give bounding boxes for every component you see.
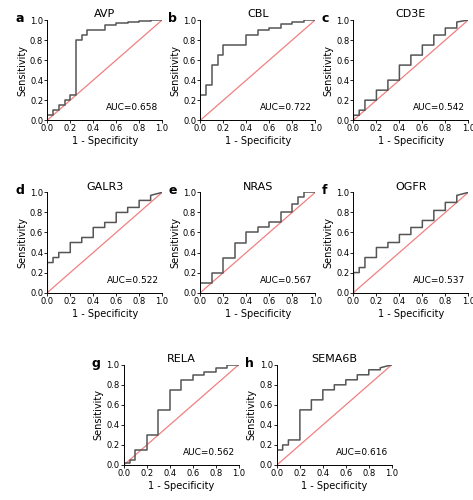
Text: AUC=0.562: AUC=0.562 [183, 448, 235, 457]
Text: e: e [168, 184, 177, 198]
Title: CBL: CBL [247, 9, 269, 19]
Y-axis label: Sensitivity: Sensitivity [323, 217, 333, 268]
Text: g: g [92, 357, 101, 370]
Text: AUC=0.542: AUC=0.542 [413, 103, 465, 112]
Title: OGFR: OGFR [395, 182, 427, 192]
Text: f: f [321, 184, 327, 198]
Text: AUC=0.616: AUC=0.616 [336, 448, 388, 457]
Text: h: h [245, 357, 254, 370]
Text: AUC=0.522: AUC=0.522 [107, 276, 158, 284]
Title: AVP: AVP [94, 9, 115, 19]
Text: d: d [15, 184, 24, 198]
Y-axis label: Sensitivity: Sensitivity [170, 217, 180, 268]
X-axis label: 1 - Specificity: 1 - Specificity [378, 308, 444, 318]
Text: AUC=0.537: AUC=0.537 [412, 276, 465, 284]
Y-axis label: Sensitivity: Sensitivity [17, 217, 27, 268]
Y-axis label: Sensitivity: Sensitivity [170, 44, 180, 96]
Text: a: a [15, 12, 24, 25]
Text: AUC=0.722: AUC=0.722 [260, 103, 312, 112]
X-axis label: 1 - Specificity: 1 - Specificity [301, 481, 368, 491]
X-axis label: 1 - Specificity: 1 - Specificity [378, 136, 444, 146]
Title: NRAS: NRAS [243, 182, 273, 192]
Title: CD3E: CD3E [396, 9, 426, 19]
Text: AUC=0.567: AUC=0.567 [260, 276, 312, 284]
X-axis label: 1 - Specificity: 1 - Specificity [71, 308, 138, 318]
Y-axis label: Sensitivity: Sensitivity [94, 390, 104, 440]
Y-axis label: Sensitivity: Sensitivity [17, 44, 27, 96]
X-axis label: 1 - Specificity: 1 - Specificity [225, 136, 291, 146]
Y-axis label: Sensitivity: Sensitivity [323, 44, 333, 96]
Text: c: c [321, 12, 329, 25]
Text: AUC=0.658: AUC=0.658 [106, 103, 158, 112]
Text: b: b [168, 12, 177, 25]
X-axis label: 1 - Specificity: 1 - Specificity [71, 136, 138, 146]
Title: GALR3: GALR3 [86, 182, 123, 192]
X-axis label: 1 - Specificity: 1 - Specificity [148, 481, 214, 491]
Title: RELA: RELA [167, 354, 196, 364]
Y-axis label: Sensitivity: Sensitivity [247, 390, 257, 440]
X-axis label: 1 - Specificity: 1 - Specificity [225, 308, 291, 318]
Title: SEMA6B: SEMA6B [311, 354, 357, 364]
